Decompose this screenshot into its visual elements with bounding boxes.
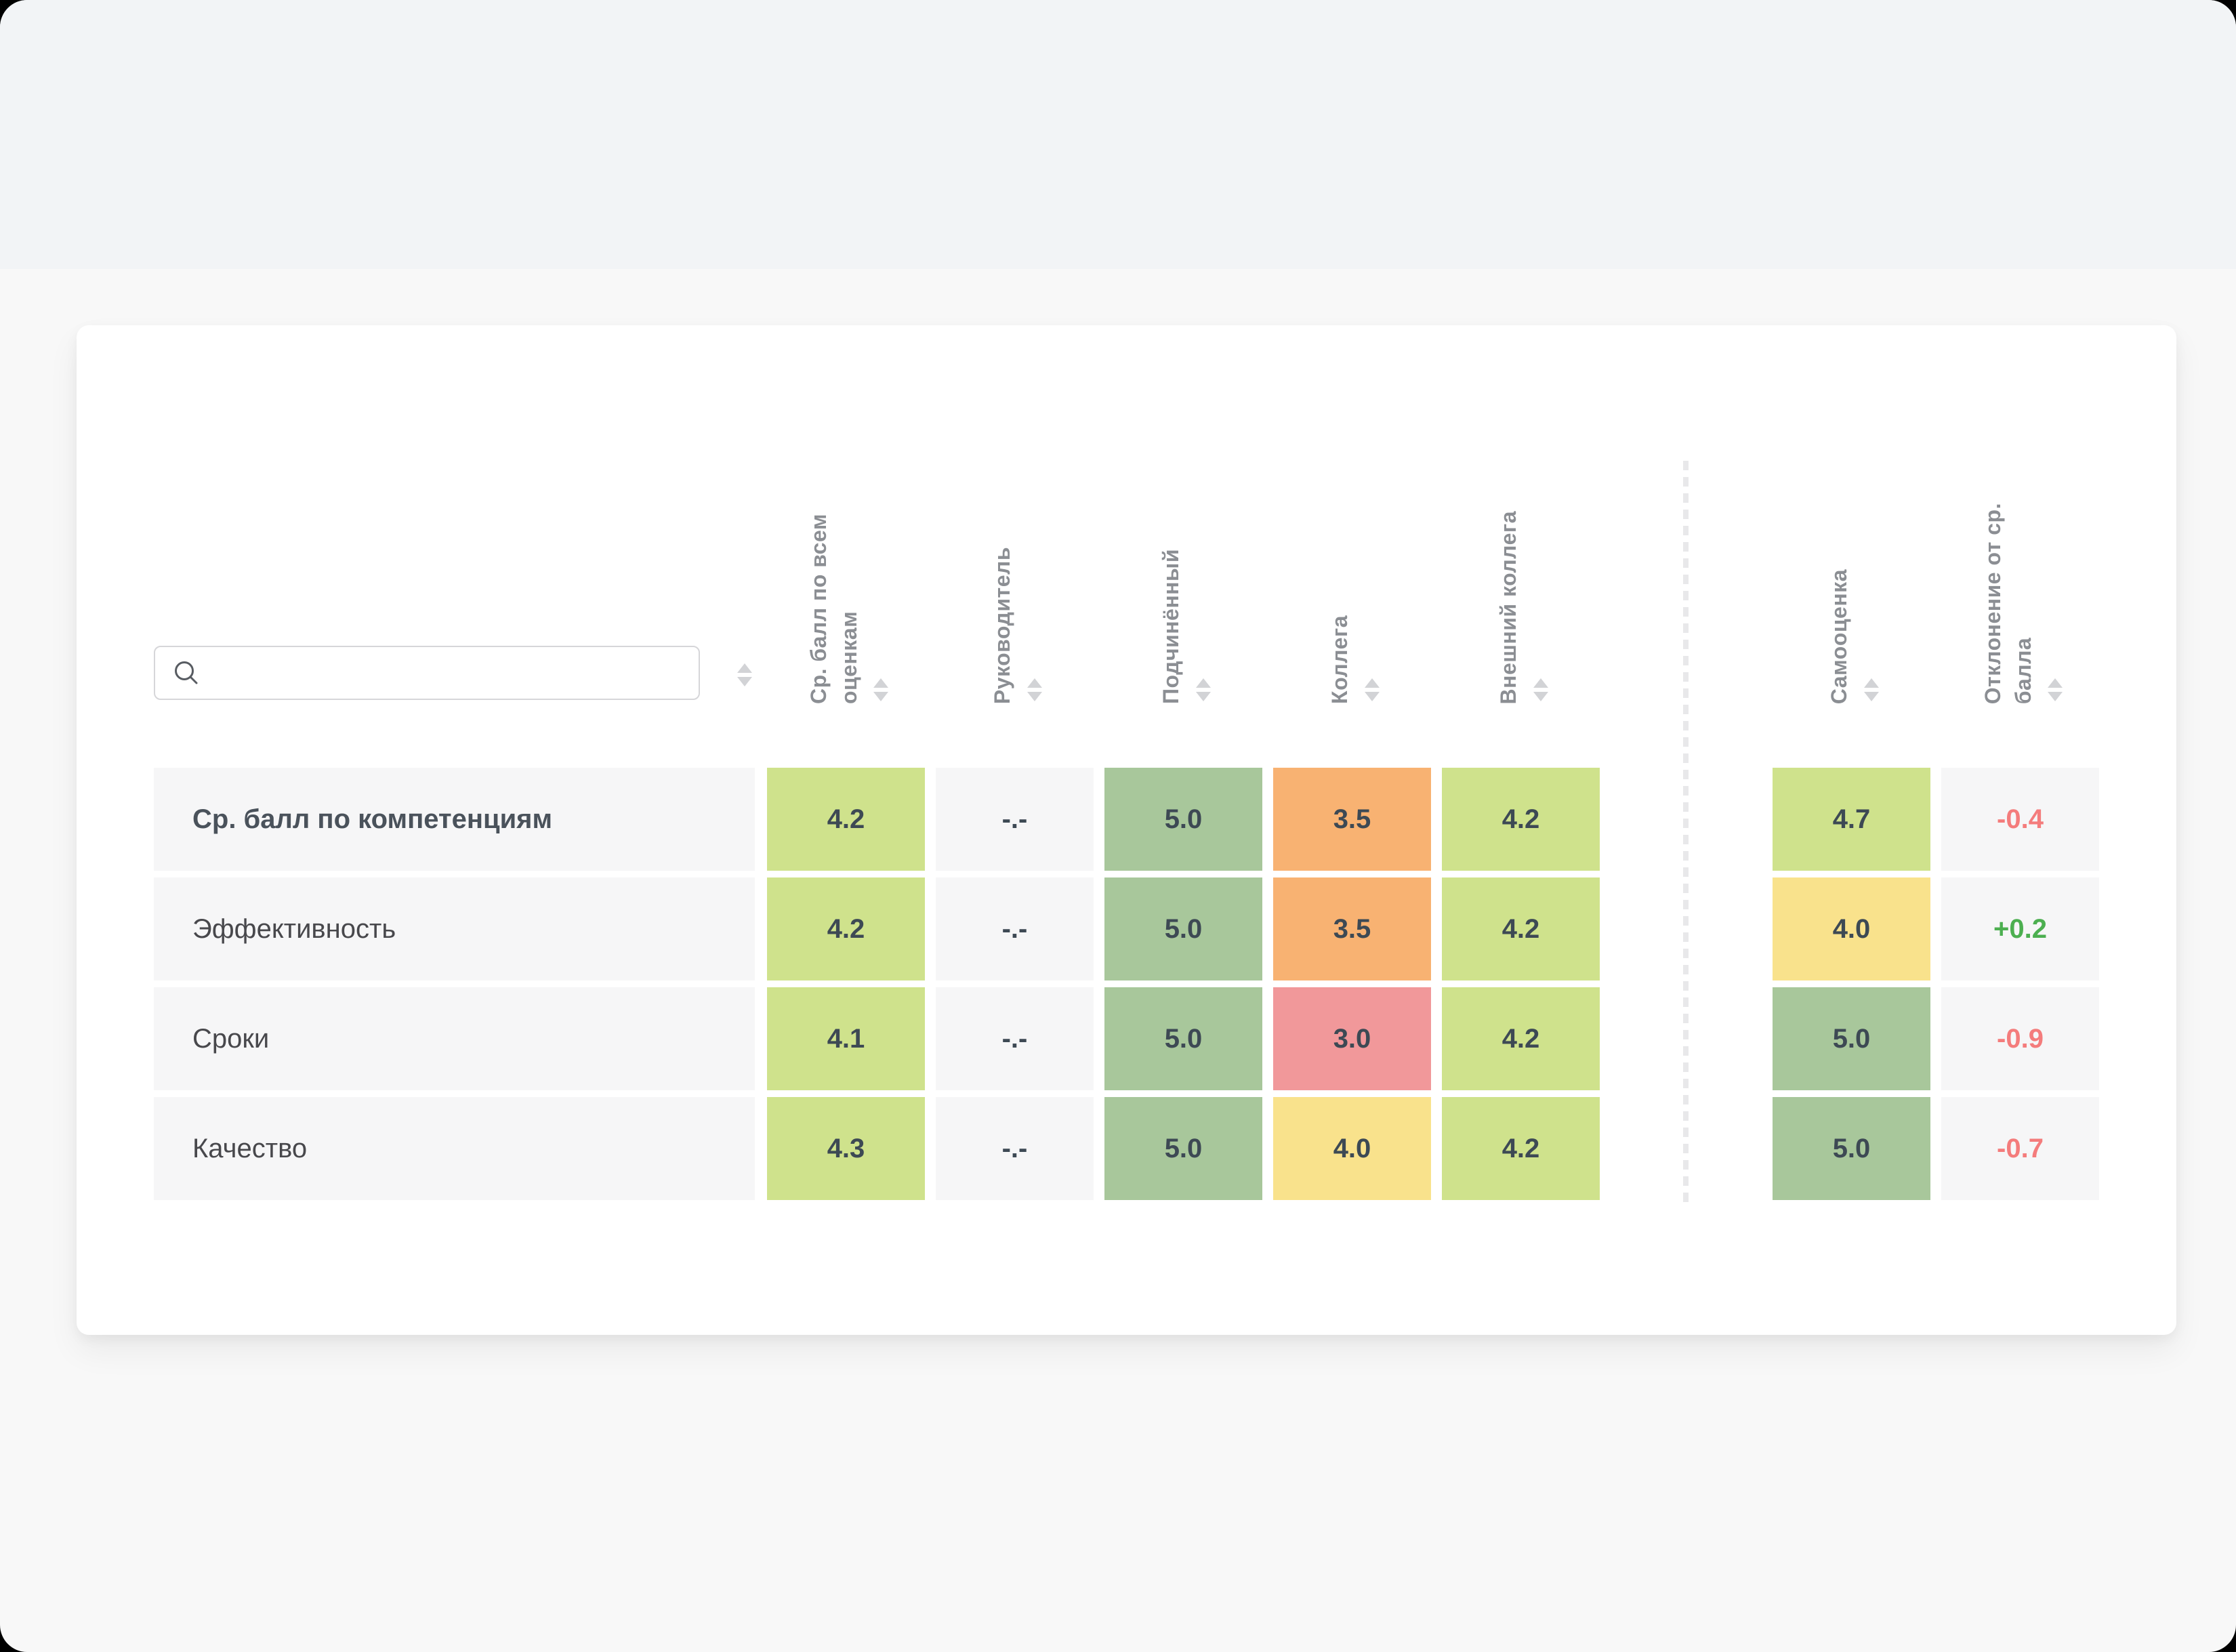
cell-peer: 4.0 (1273, 1097, 1431, 1200)
cell-deviation: -0.7 (1941, 1097, 2099, 1200)
column-header-label: Подчинённый (1159, 549, 1184, 704)
column-group-spacer (1600, 768, 1773, 871)
cell-manager: -.- (936, 768, 1094, 871)
column-header-label: Внешний коллега (1496, 510, 1521, 704)
cell-external_peer: 4.2 (1442, 768, 1600, 871)
sort-self[interactable] (1863, 678, 1879, 704)
scores-table: Ср. балл по всем оценкам Руководитель По… (154, 325, 2109, 1207)
column-header-name (154, 646, 755, 704)
row-label: Ср. балл по компетенциям (154, 768, 755, 871)
cell-self: 4.7 (1773, 768, 1930, 871)
column-group-spacer (1600, 987, 1773, 1090)
cell-deviation: -0.4 (1941, 768, 2099, 871)
column-header-label: Коллега (1327, 615, 1352, 704)
cell-deviation: +0.2 (1941, 877, 2099, 980)
sort-desc-icon (2048, 692, 2063, 701)
sort-name[interactable] (737, 663, 755, 704)
cell-manager: -.- (936, 1097, 1094, 1200)
top-app-band (0, 0, 2236, 269)
row-label: Качество (154, 1097, 755, 1200)
sort-asc-icon (873, 678, 889, 688)
table-header-row: Ср. балл по всем оценкам Руководитель По… (154, 325, 2109, 768)
cell-subordinate: 5.0 (1104, 1097, 1262, 1200)
column-header-self: Самооценка (1773, 569, 1930, 704)
table-row: Ср. балл по компетенциям 4.2 -.- 5.0 3.5 4.2… (154, 768, 2109, 871)
cell-avg_all: 4.3 (767, 1097, 925, 1200)
column-header-label: Самооценка (1827, 569, 1852, 704)
cell-peer: 3.0 (1273, 987, 1431, 1090)
cell-external_peer: 4.2 (1442, 987, 1600, 1090)
sort-asc-icon (2048, 678, 2063, 688)
sort-peer[interactable] (1364, 678, 1380, 704)
sort-external_peer[interactable] (1533, 678, 1548, 704)
cell-peer: 3.5 (1273, 877, 1431, 980)
sort-desc-icon (1027, 692, 1042, 701)
sort-desc-icon (1364, 692, 1380, 701)
cell-deviation: -0.9 (1941, 987, 2099, 1090)
sort-subordinate[interactable] (1195, 678, 1211, 704)
row-label: Сроки (154, 987, 755, 1090)
sort-deviation[interactable] (2048, 678, 2063, 704)
cell-avg_all: 4.2 (767, 768, 925, 871)
search-input[interactable] (211, 646, 685, 699)
column-header-label: Отклонение от ср. балла (1980, 502, 2035, 704)
column-header-deviation: Отклонение от ср. балла (1941, 503, 2099, 704)
cell-self: 5.0 (1773, 1097, 1930, 1200)
sort-avg_all[interactable] (873, 678, 889, 704)
cell-subordinate: 5.0 (1104, 877, 1262, 980)
cell-subordinate: 5.0 (1104, 987, 1262, 1090)
column-header-avg_all: Ср. балл по всем оценкам (767, 514, 925, 704)
column-group-spacer (1600, 1097, 1773, 1200)
column-header-subordinate: Подчинённый (1104, 549, 1262, 704)
table-row: Эффективность 4.2 -.- 5.0 3.5 4.2 4.0 +0.2 (154, 877, 2109, 980)
cell-manager: -.- (936, 877, 1094, 980)
scores-table-card: Ср. балл по всем оценкам Руководитель По… (77, 325, 2176, 1335)
sort-asc-icon (1364, 678, 1380, 688)
sort-desc-icon (1533, 692, 1548, 701)
sort-desc-icon (873, 692, 889, 701)
cell-peer: 3.5 (1273, 768, 1431, 871)
cell-subordinate: 5.0 (1104, 768, 1262, 871)
table-row: Качество 4.3 -.- 5.0 4.0 4.2 5.0 -0.7 (154, 1097, 2109, 1200)
column-header-label: Ср. балл по всем оценкам (806, 513, 861, 704)
table-row: Сроки 4.1 -.- 5.0 3.0 4.2 5.0 -0.9 (154, 987, 2109, 1090)
sort-asc-icon (1533, 678, 1548, 688)
sort-desc-icon (737, 677, 752, 686)
column-header-label: Руководитель (990, 546, 1015, 704)
sort-asc-icon (1863, 678, 1879, 688)
cell-external_peer: 4.2 (1442, 877, 1600, 980)
cell-self: 4.0 (1773, 877, 1930, 980)
column-header-external_peer: Внешний коллега (1442, 511, 1600, 704)
sort-asc-icon (737, 663, 752, 673)
cell-external_peer: 4.2 (1442, 1097, 1600, 1200)
column-group-spacer (1600, 877, 1773, 980)
sort-asc-icon (1027, 678, 1042, 688)
table-body: Ср. балл по компетенциям 4.2 -.- 5.0 3.5 4.2… (154, 768, 2109, 1200)
cell-avg_all: 4.2 (767, 877, 925, 980)
dashed-column-group-divider (1683, 461, 1689, 1206)
search-icon (175, 661, 198, 684)
sort-desc-icon (1863, 692, 1879, 701)
cell-avg_all: 4.1 (767, 987, 925, 1090)
sort-manager[interactable] (1027, 678, 1042, 704)
cell-self: 5.0 (1773, 987, 1930, 1090)
sort-asc-icon (1195, 678, 1211, 688)
column-header-manager: Руководитель (936, 547, 1094, 704)
column-header-peer: Коллега (1273, 615, 1431, 704)
sort-desc-icon (1195, 692, 1211, 701)
cell-manager: -.- (936, 987, 1094, 1090)
search-box[interactable] (154, 646, 700, 700)
row-label: Эффективность (154, 877, 755, 980)
